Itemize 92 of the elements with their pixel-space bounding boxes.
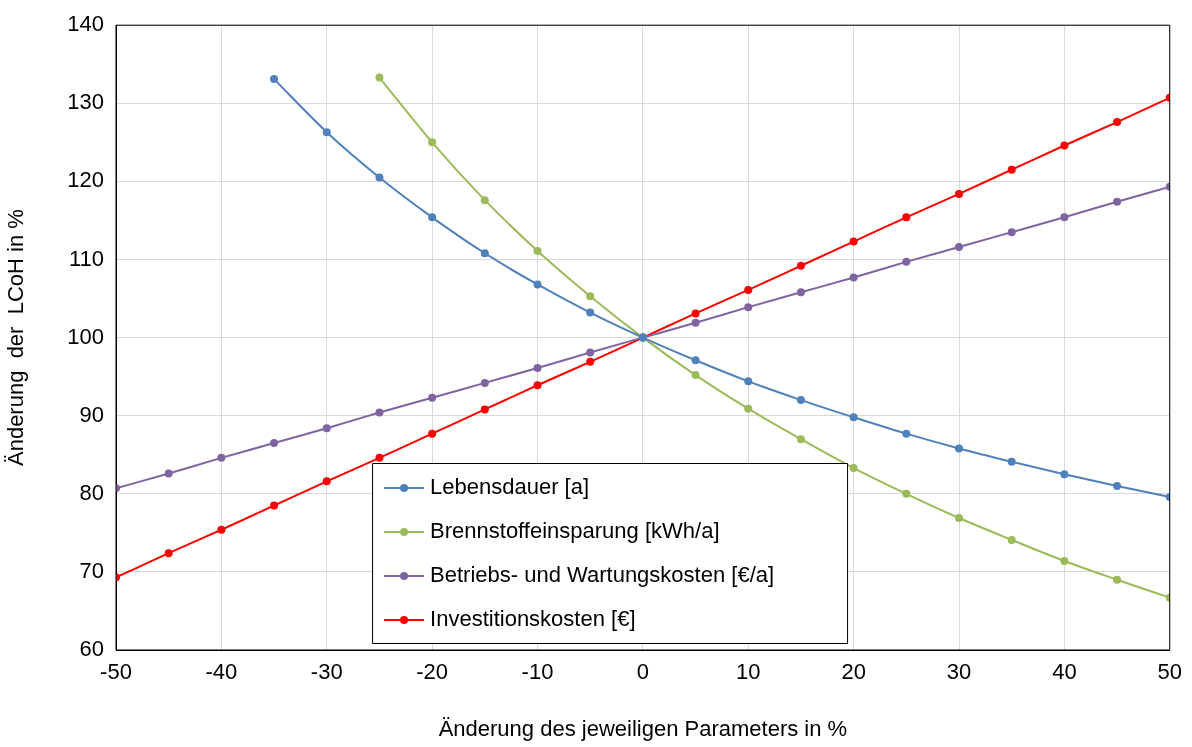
point bbox=[428, 429, 437, 438]
point bbox=[1060, 470, 1069, 479]
x-tick-label: 50 bbox=[1157, 659, 1183, 685]
point bbox=[691, 356, 700, 365]
point bbox=[744, 377, 753, 386]
point bbox=[849, 464, 858, 473]
point bbox=[955, 189, 964, 198]
point bbox=[586, 348, 595, 357]
point bbox=[270, 439, 279, 448]
point bbox=[586, 308, 595, 317]
point bbox=[533, 280, 542, 289]
point bbox=[902, 429, 911, 438]
point bbox=[164, 549, 173, 558]
point bbox=[691, 371, 700, 380]
point bbox=[1007, 165, 1016, 174]
point bbox=[1007, 228, 1016, 237]
point bbox=[270, 501, 279, 510]
legend-label: Lebensdauer [a] bbox=[430, 474, 590, 500]
x-tick-label: -20 bbox=[416, 659, 449, 685]
point bbox=[428, 213, 437, 222]
point bbox=[744, 303, 753, 312]
point bbox=[322, 424, 331, 433]
point bbox=[744, 404, 753, 413]
point bbox=[533, 246, 542, 255]
point bbox=[902, 489, 911, 498]
point bbox=[955, 243, 964, 251]
point bbox=[955, 444, 964, 453]
point bbox=[1060, 141, 1069, 150]
point bbox=[428, 138, 437, 147]
x-tick-label: 0 bbox=[636, 659, 650, 685]
y-tick-label: 80 bbox=[79, 479, 104, 505]
y-tick-label: 130 bbox=[67, 89, 104, 115]
point bbox=[1007, 457, 1016, 466]
x-tick-label: -10 bbox=[521, 659, 554, 685]
point bbox=[375, 73, 384, 82]
point bbox=[375, 408, 384, 417]
point bbox=[849, 237, 858, 246]
point bbox=[480, 196, 489, 205]
point bbox=[586, 292, 595, 301]
x-tick-label: -50 bbox=[100, 659, 132, 685]
point bbox=[1007, 535, 1016, 544]
y-axis-title: Änderung der LCoH in % bbox=[3, 209, 29, 467]
point bbox=[480, 405, 489, 414]
legend-label: Brennstoffeinsparung [kWh/a] bbox=[430, 518, 720, 544]
point bbox=[796, 261, 805, 270]
point bbox=[849, 413, 858, 422]
x-axis-title: Änderung des jeweiligen Parameters in % bbox=[438, 715, 848, 741]
point bbox=[902, 257, 911, 266]
point bbox=[270, 75, 279, 84]
y-tick-label: 140 bbox=[67, 11, 104, 37]
x-tick-label: 20 bbox=[841, 659, 866, 685]
point bbox=[1113, 575, 1122, 584]
point bbox=[849, 273, 858, 282]
point bbox=[322, 477, 331, 486]
point bbox=[1113, 118, 1122, 127]
point bbox=[1060, 556, 1069, 565]
point bbox=[428, 393, 437, 402]
point bbox=[1113, 481, 1122, 490]
point bbox=[902, 213, 911, 222]
point bbox=[586, 357, 595, 366]
y-tick-label: 70 bbox=[79, 557, 104, 583]
point bbox=[796, 435, 805, 444]
point bbox=[744, 285, 753, 294]
point bbox=[375, 173, 384, 182]
point bbox=[480, 249, 489, 258]
x-tick-label: 10 bbox=[736, 659, 761, 685]
point bbox=[217, 453, 226, 462]
point bbox=[164, 469, 173, 478]
y-tick-label: 90 bbox=[79, 401, 104, 427]
point bbox=[533, 381, 542, 390]
x-tick-label: 30 bbox=[946, 659, 972, 685]
legend-label: Betriebs- und Wartungskosten [€/a] bbox=[430, 562, 775, 588]
x-tick-label: 40 bbox=[1052, 659, 1077, 685]
y-tick-label: 100 bbox=[67, 323, 104, 349]
point bbox=[480, 378, 489, 387]
y-tick-label: 110 bbox=[68, 245, 104, 271]
y-tick-label: 120 bbox=[67, 167, 104, 193]
point bbox=[1060, 213, 1069, 222]
point bbox=[1113, 197, 1122, 206]
point bbox=[217, 525, 226, 534]
point bbox=[691, 318, 700, 327]
x-tick-label: -40 bbox=[205, 659, 238, 685]
point bbox=[796, 396, 805, 405]
point bbox=[322, 128, 331, 137]
point bbox=[691, 309, 700, 318]
point bbox=[955, 514, 964, 523]
point bbox=[796, 288, 805, 297]
point bbox=[375, 453, 384, 462]
point bbox=[533, 364, 542, 373]
y-tick-label: 60 bbox=[79, 636, 104, 662]
legend-label: Investitionskosten [€] bbox=[430, 606, 636, 632]
x-tick-label: -30 bbox=[310, 659, 343, 685]
